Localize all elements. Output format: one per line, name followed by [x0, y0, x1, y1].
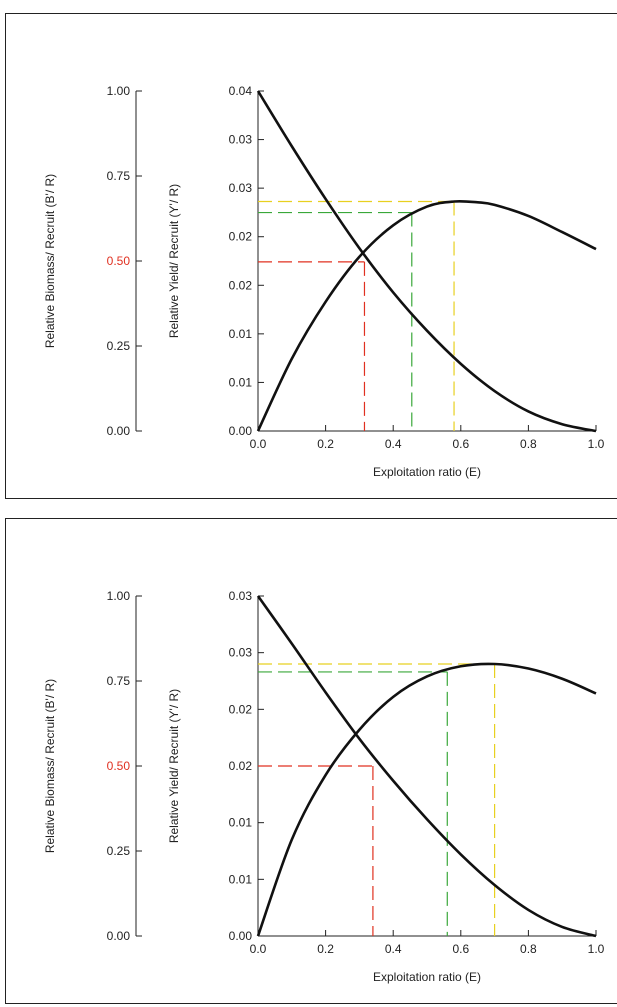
x-tick-label: 0.6 [452, 437, 469, 451]
left-tick-label: 0.75 [107, 674, 131, 688]
left-tick-label: 0.00 [107, 424, 131, 438]
y-tick-label: 0.00 [229, 929, 253, 943]
x-tick-label: 0.6 [452, 942, 469, 956]
left-tick-label: 0.25 [107, 844, 131, 858]
series-line-1 [256, 662, 597, 937]
x-tick-label: 0.0 [250, 942, 267, 956]
y-tick-label: 0.02 [229, 278, 253, 292]
y-tick-label: 0.03 [229, 589, 253, 603]
y-tick-label: 0.03 [229, 181, 253, 195]
y-axis-label: Relative Yield/ Recruit (Y'/ R) [167, 184, 181, 338]
y-tick-label: 0.01 [229, 327, 253, 341]
y-tick-label: 0.02 [229, 230, 253, 244]
series-line-0 [256, 90, 597, 433]
series-line-0 [256, 595, 597, 938]
left-tick-label: 0.25 [107, 339, 131, 353]
left-tick-label: 1.00 [107, 84, 131, 98]
chart-top: 0.00 0.25 0.50 0.75 1.00 Relative Biomass/ Re… [43, 84, 605, 479]
x-tick-label: 1.0 [588, 437, 605, 451]
y-axis-label: Relative Yield/ Recruit (Y'/ R) [167, 689, 181, 843]
x-tick-label: 0.8 [520, 942, 537, 956]
x-tick-label: 0.4 [385, 942, 402, 956]
y-tick-label: 0.03 [229, 133, 253, 147]
y-tick-label: 0.00 [229, 424, 253, 438]
left-tick-label: 0.50 [107, 254, 131, 268]
chart-panel-bottom: 0.00 0.25 0.50 0.75 1.00 Relative Biomass/ Re… [5, 518, 617, 1004]
series-line-1 [256, 199, 597, 432]
x-tick-label: 0.0 [250, 437, 267, 451]
left-tick-label: 0.50 [107, 759, 131, 773]
x-tick-label: 0.2 [317, 942, 334, 956]
left-tick-label: 0.00 [107, 929, 131, 943]
x-axis-label: Exploitation ratio (E) [373, 970, 481, 984]
left-tick-label: 1.00 [107, 589, 131, 603]
y-tick-label: 0.03 [229, 646, 253, 660]
left-axis-label: Relative Biomass/ Recruit (B'/ R) [43, 174, 57, 348]
y-tick-label: 0.02 [229, 702, 253, 716]
x-tick-label: 1.0 [588, 942, 605, 956]
chart-bottom: 0.00 0.25 0.50 0.75 1.00 Relative Biomass/ Re… [43, 589, 605, 984]
x-axis-label: Exploitation ratio (E) [373, 465, 481, 479]
y-tick-label: 0.04 [229, 84, 253, 98]
x-tick-label: 0.8 [520, 437, 537, 451]
left-tick-label: 0.75 [107, 169, 131, 183]
y-tick-label: 0.01 [229, 872, 253, 886]
x-tick-label: 0.2 [317, 437, 334, 451]
y-tick-label: 0.02 [229, 759, 253, 773]
chart-panel-top: 0.00 0.25 0.50 0.75 1.00 Relative Biomass/ Re… [5, 13, 617, 499]
left-axis-label: Relative Biomass/ Recruit (B'/ R) [43, 679, 57, 853]
x-tick-label: 0.4 [385, 437, 402, 451]
y-tick-label: 0.01 [229, 375, 253, 389]
y-tick-label: 0.01 [229, 816, 253, 830]
